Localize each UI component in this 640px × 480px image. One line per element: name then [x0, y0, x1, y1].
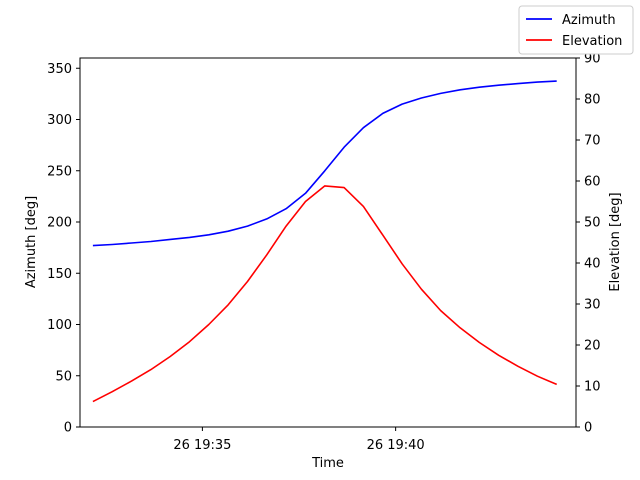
x-axis-label: Time [311, 456, 344, 471]
y-axis-right: 0 10 20 30 40 50 60 70 80 90 [576, 52, 601, 436]
y-tick-label-right: 10 [584, 380, 601, 395]
y-tick-label-left: 150 [47, 267, 72, 282]
series-line-elevation [92, 185, 558, 403]
x-tick-label: 26 19:40 [367, 438, 425, 453]
y-axis-left: 0 50 100 150 200 250 300 350 [47, 62, 80, 436]
y-tick-label-left: 0 [64, 421, 72, 436]
y-tick-label-right: 60 [584, 175, 601, 190]
x-axis: 26 19:35 26 19:40 [173, 427, 425, 453]
y-tick-label-right: 30 [584, 298, 601, 313]
plot-frame [79, 57, 577, 428]
series-layer [92, 80, 558, 403]
y-tick-label-right: 40 [584, 257, 601, 272]
y-tick-label-right: 20 [584, 339, 601, 354]
legend-label-elevation: Elevation [562, 34, 622, 49]
legend-label-azimuth: Azimuth [562, 13, 616, 28]
series-line-azimuth [92, 80, 557, 247]
y-tick-label-left: 250 [47, 164, 72, 179]
y-tick-label-right: 90 [584, 52, 601, 67]
y-tick-label-right: 70 [584, 134, 601, 149]
y-tick-label-right: 50 [584, 216, 601, 231]
y-axis-label-right: Elevation [deg] [608, 192, 623, 291]
y-axis-label-left: Azimuth [deg] [24, 196, 39, 288]
y-tick-label-left: 300 [47, 113, 72, 128]
y-tick-label-left: 350 [47, 62, 72, 77]
legend-frame [518, 5, 634, 55]
legend: Azimuth Elevation [518, 5, 634, 55]
x-tick-label: 26 19:35 [173, 438, 231, 453]
y-tick-label-left: 100 [47, 318, 72, 333]
y-tick-label-right: 80 [584, 93, 601, 108]
y-tick-label-left: 50 [55, 369, 72, 384]
y-tick-label-right: 0 [584, 421, 592, 436]
y-tick-label-left: 200 [47, 216, 72, 231]
